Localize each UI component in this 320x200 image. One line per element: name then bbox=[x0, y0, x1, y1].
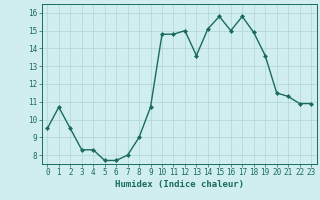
X-axis label: Humidex (Indice chaleur): Humidex (Indice chaleur) bbox=[115, 180, 244, 189]
